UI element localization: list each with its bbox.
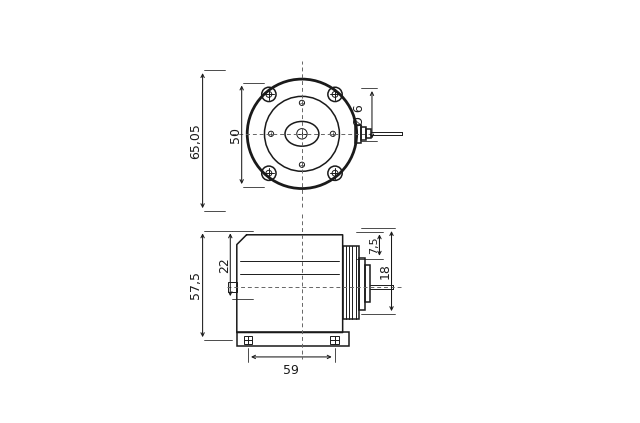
Bar	[342, 246, 359, 319]
Text: 18: 18	[379, 263, 392, 279]
Bar	[244, 336, 252, 344]
Bar	[237, 332, 349, 346]
Bar	[228, 282, 237, 291]
Text: 65,05: 65,05	[189, 123, 202, 159]
Bar	[366, 129, 371, 138]
Text: 59: 59	[284, 364, 300, 377]
Bar	[361, 127, 366, 140]
Text: 50: 50	[229, 127, 243, 143]
Text: 7,5: 7,5	[369, 236, 379, 254]
Bar	[355, 125, 361, 143]
Bar	[359, 258, 365, 310]
Text: Ø 6: Ø 6	[353, 104, 365, 126]
Bar	[330, 336, 339, 344]
Bar	[365, 265, 371, 302]
Text: 22: 22	[218, 257, 231, 273]
Text: 57,5: 57,5	[189, 271, 202, 299]
